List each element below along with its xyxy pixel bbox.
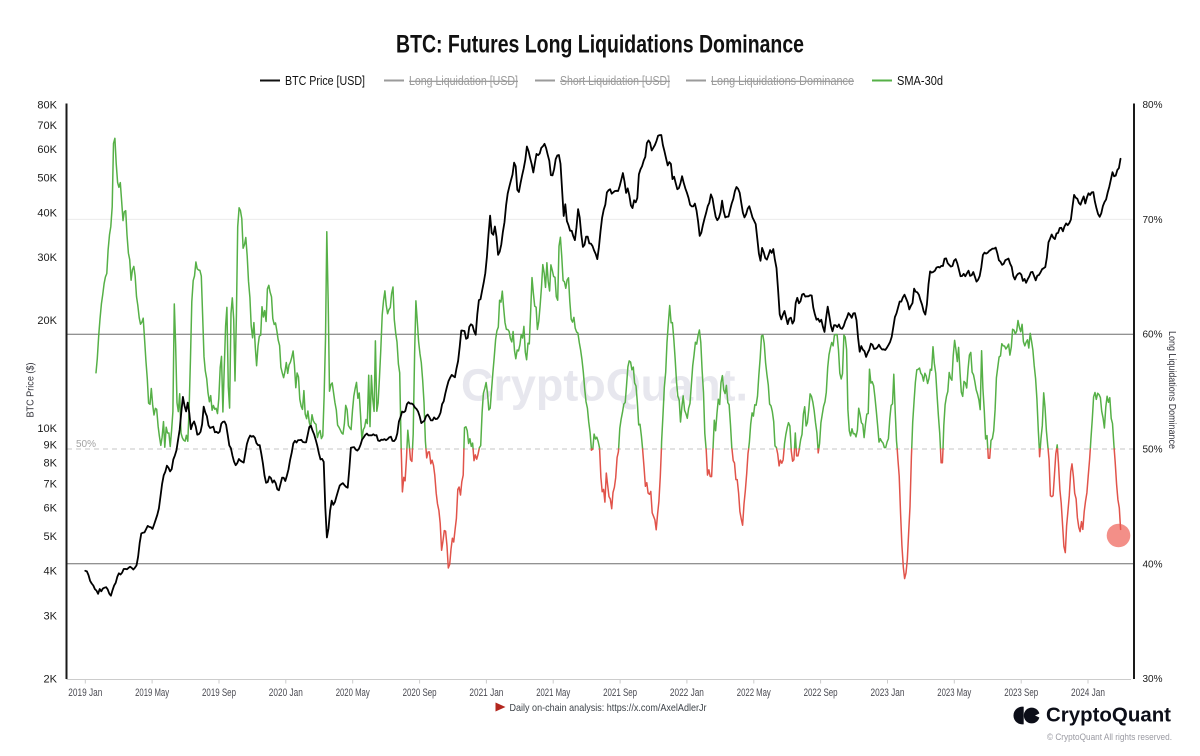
svg-text:7K: 7K — [44, 479, 58, 491]
svg-text:20K: 20K — [37, 315, 57, 327]
svg-text:70%: 70% — [1143, 215, 1163, 226]
svg-text:9K: 9K — [44, 439, 58, 451]
svg-text:2K: 2K — [44, 673, 58, 685]
svg-text:2019 Jan: 2019 Jan — [68, 687, 102, 699]
svg-text:Daily on-chain analysis: https: Daily on-chain analysis: https://x.com/A… — [510, 702, 707, 714]
svg-text:10K: 10K — [37, 423, 57, 435]
svg-text:80%: 80% — [1143, 100, 1163, 111]
svg-text:2023 Jan: 2023 Jan — [871, 687, 905, 699]
svg-text:Long Liquidation [USD]: Long Liquidation [USD] — [409, 74, 518, 88]
svg-text:50%: 50% — [1143, 445, 1163, 456]
svg-text:8K: 8K — [44, 458, 58, 470]
svg-text:2020 May: 2020 May — [336, 687, 370, 699]
svg-text:2023 May: 2023 May — [937, 687, 971, 699]
svg-text:6K: 6K — [44, 503, 58, 515]
svg-text:2021 Jan: 2021 Jan — [469, 687, 503, 699]
svg-text:2021 Sep: 2021 Sep — [603, 687, 637, 699]
svg-text:CryptoQuant: CryptoQuant — [1046, 705, 1171, 727]
svg-text:2020 Sep: 2020 Sep — [403, 687, 437, 699]
svg-text:80K: 80K — [37, 99, 57, 111]
svg-text:2022 Jan: 2022 Jan — [670, 687, 704, 699]
svg-text:2019 Sep: 2019 Sep — [202, 687, 236, 699]
svg-text:30%: 30% — [1143, 674, 1163, 685]
svg-text:SMA-30d: SMA-30d — [897, 74, 943, 88]
svg-text:2019 May: 2019 May — [135, 687, 169, 699]
svg-text:4K: 4K — [44, 566, 58, 578]
svg-text:40%: 40% — [1143, 559, 1163, 570]
svg-text:Long Liquidations Dominance: Long Liquidations Dominance — [711, 74, 854, 88]
svg-text:30K: 30K — [37, 252, 57, 264]
svg-text:40K: 40K — [37, 207, 57, 219]
svg-text:2023 Sep: 2023 Sep — [1004, 687, 1038, 699]
svg-text:50%: 50% — [76, 439, 96, 450]
svg-text:Long Liquidations Dominance: Long Liquidations Dominance — [1166, 331, 1178, 449]
svg-text:50K: 50K — [37, 173, 57, 185]
svg-text:70K: 70K — [37, 120, 57, 132]
svg-text:BTC Price [USD]: BTC Price [USD] — [285, 74, 365, 88]
svg-text:BTC Price ($): BTC Price ($) — [25, 363, 37, 418]
svg-text:CryptoQuant.: CryptoQuant. — [461, 360, 748, 411]
svg-text:60K: 60K — [37, 144, 57, 156]
svg-text:2024 Jan: 2024 Jan — [1071, 687, 1105, 699]
svg-text:2022 May: 2022 May — [737, 687, 771, 699]
svg-text:60%: 60% — [1143, 330, 1163, 341]
svg-text:Short Liquidation [USD]: Short Liquidation [USD] — [560, 74, 670, 88]
svg-text:3K: 3K — [44, 610, 58, 622]
svg-text:2022 Sep: 2022 Sep — [804, 687, 838, 699]
svg-text:BTC: Futures Long Liquidations: BTC: Futures Long Liquidations Dominance — [396, 31, 804, 59]
svg-text:2020 Jan: 2020 Jan — [269, 687, 303, 699]
svg-text:5K: 5K — [44, 531, 58, 543]
svg-text:© CryptoQuant All rights reser: © CryptoQuant All rights reserved. — [1047, 732, 1172, 742]
svg-text:2021 May: 2021 May — [536, 687, 570, 699]
